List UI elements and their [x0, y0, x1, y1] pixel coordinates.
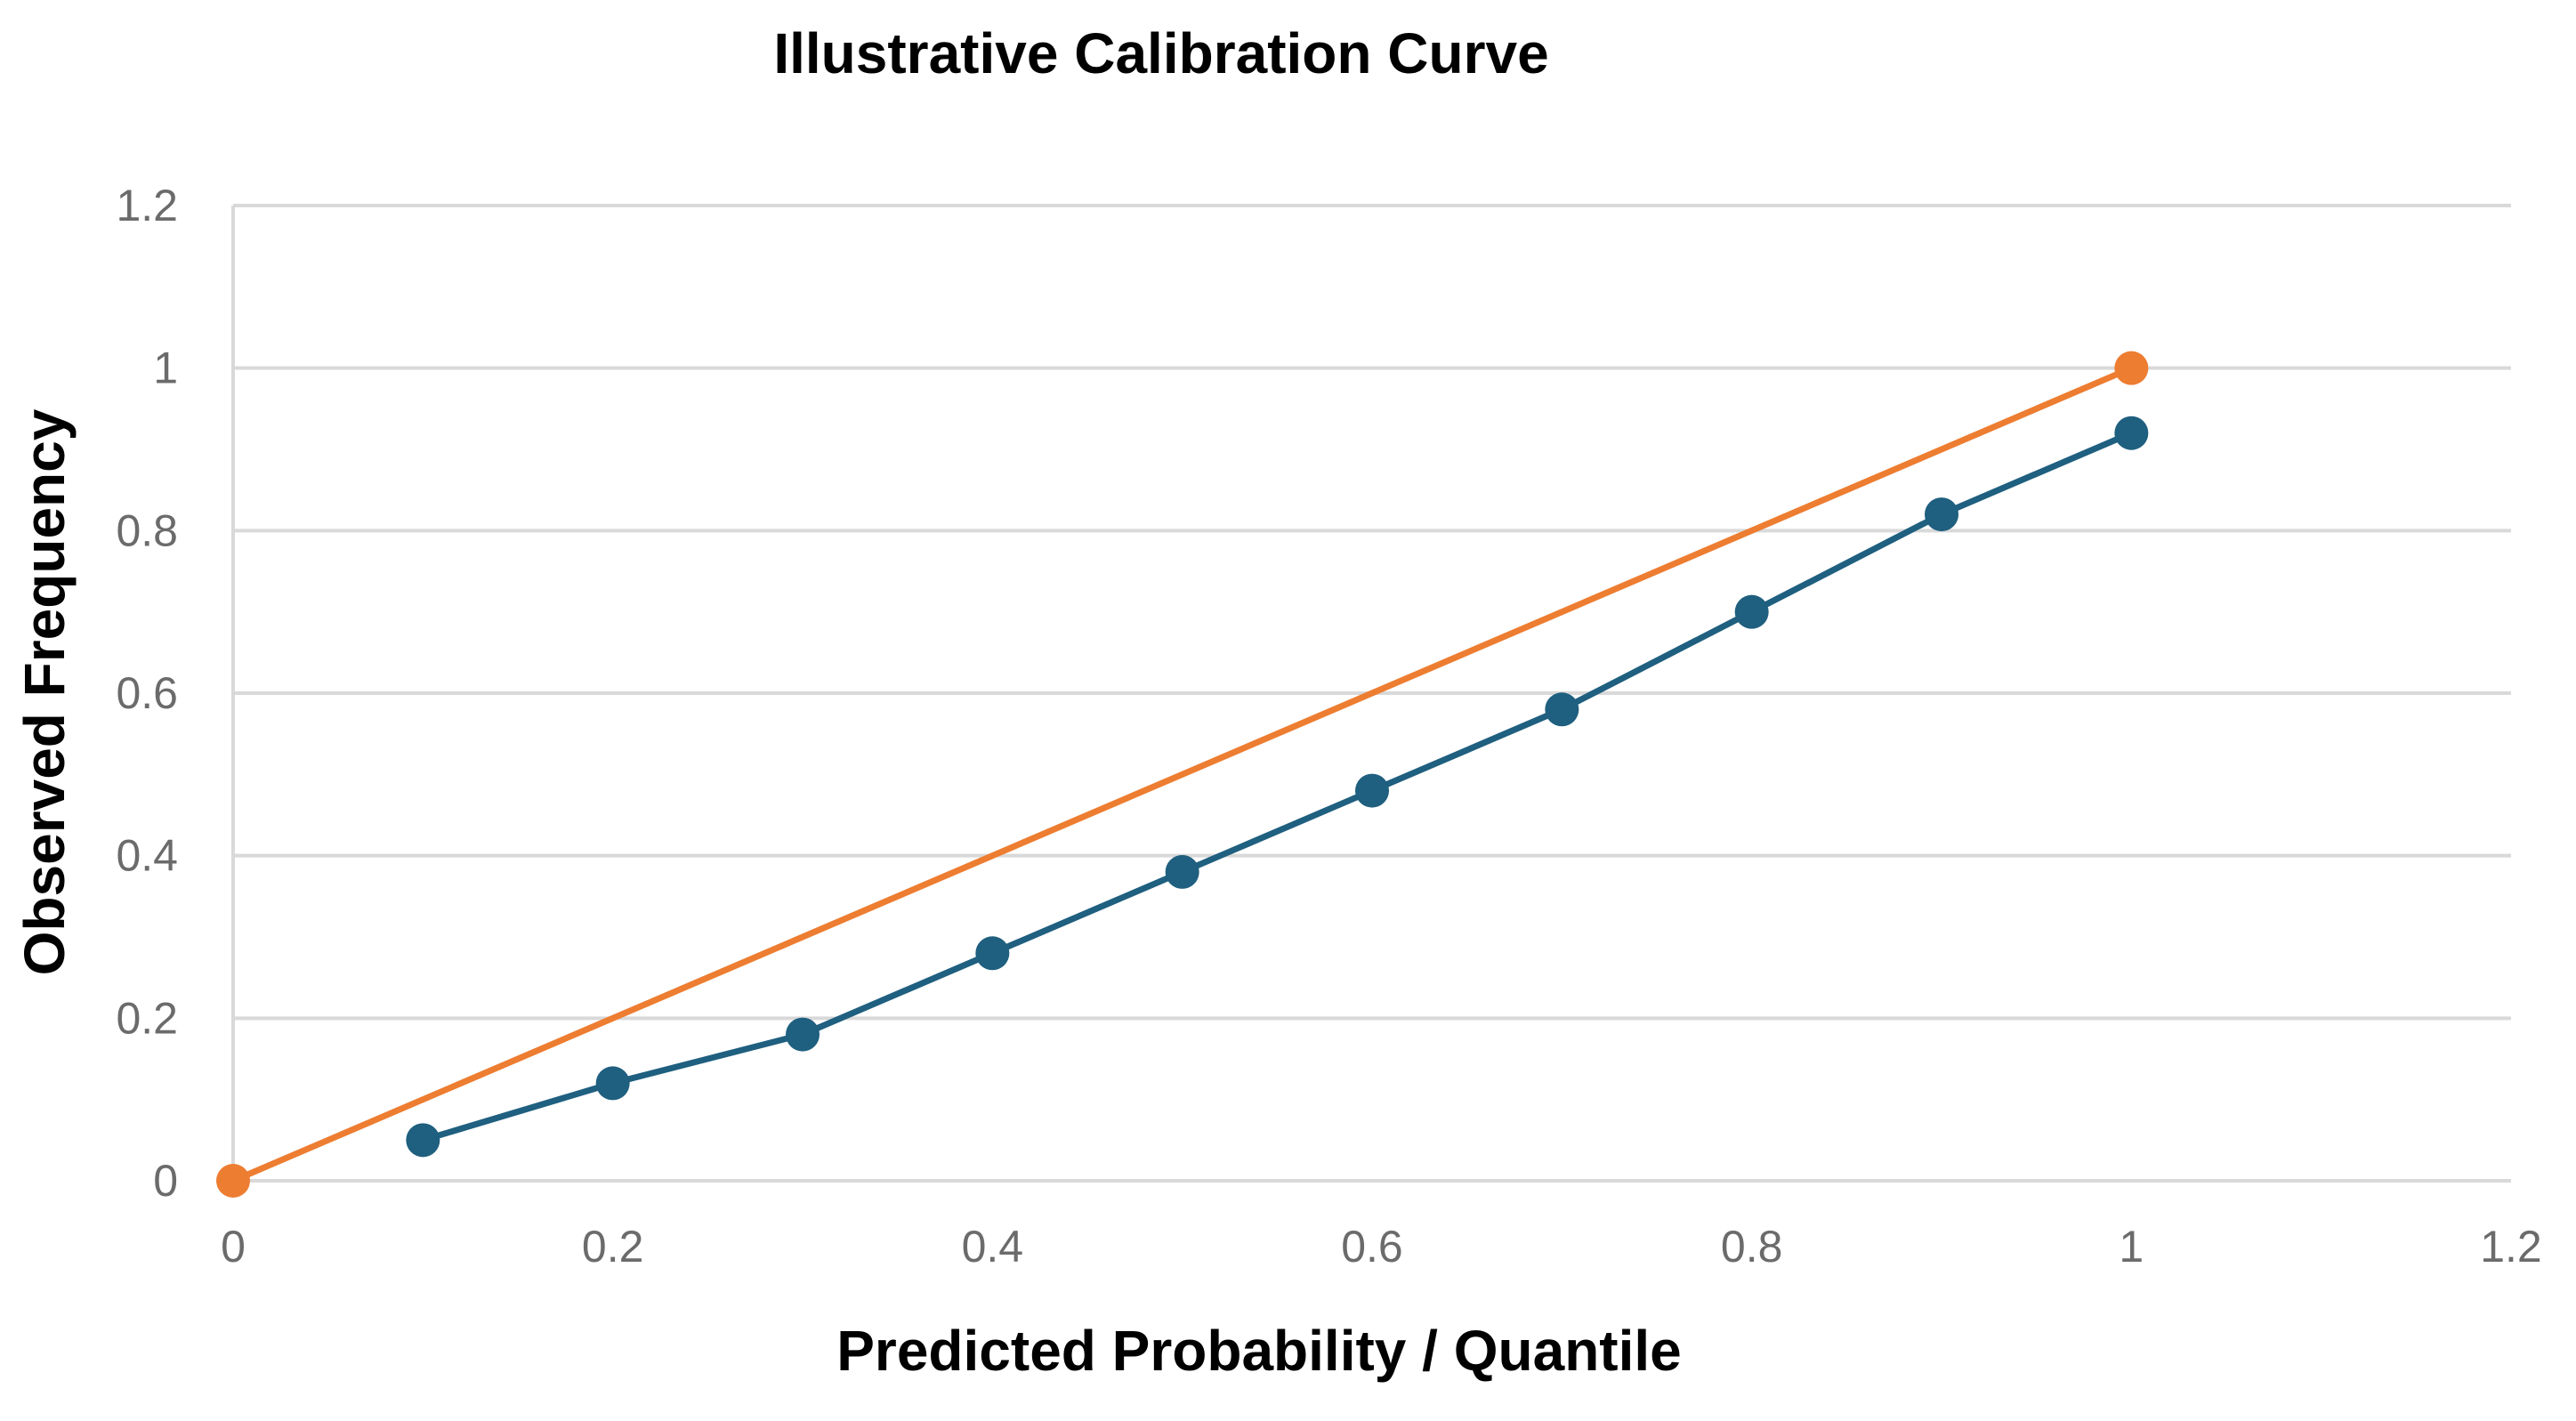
- y-tick-label: 1.2: [116, 181, 178, 230]
- x-axis-title: Predicted Probability / Quantile: [836, 1319, 1682, 1383]
- series-1-point: [2114, 351, 2149, 385]
- y-tick-label: 0: [153, 1156, 178, 1206]
- series-2-point: [406, 1123, 440, 1158]
- x-tick-label: 0.8: [1721, 1222, 1783, 1272]
- x-tick-label: 0.2: [582, 1222, 644, 1272]
- series-2-point: [2114, 416, 2149, 450]
- y-tick-label: 0.8: [116, 505, 178, 555]
- series-1: [216, 351, 2149, 1198]
- x-tick-label: 0.6: [1341, 1222, 1403, 1272]
- series-2: [406, 416, 2149, 1158]
- x-tick-label: 0: [221, 1222, 246, 1272]
- y-axis-title: Observed Frequency: [12, 408, 77, 975]
- y-tick-label: 0.6: [116, 668, 178, 718]
- series-2-point: [1545, 692, 1579, 727]
- series-2-point: [595, 1066, 630, 1101]
- series-2-line: [422, 430, 2133, 1143]
- series-1-point: [216, 1164, 250, 1198]
- x-tick-label: 1: [2119, 1222, 2144, 1272]
- chart-title: Illustrative Calibration Curve: [773, 21, 1548, 85]
- series-2-point: [1355, 773, 1389, 808]
- series-1-line: [231, 365, 2133, 1184]
- series-2-point: [1165, 854, 1199, 889]
- series-layer: [216, 351, 2149, 1198]
- y-tick-label: 0.2: [116, 993, 178, 1043]
- series-2-point: [975, 936, 1010, 971]
- series-2-point: [786, 1017, 820, 1052]
- y-tick-label: 0.4: [116, 831, 178, 881]
- tick-labels: 0 0.2 0.4 0.6 0.8 1 1.2 0 0.2 0.4 0.6 0.8 1 1.2: [116, 181, 2541, 1272]
- series-2-point: [1925, 497, 1958, 532]
- series-2-point: [1734, 594, 1769, 629]
- y-tick-label: 1: [153, 343, 178, 393]
- x-tick-label: 0.4: [962, 1222, 1024, 1272]
- x-tick-label: 1.2: [2480, 1222, 2542, 1272]
